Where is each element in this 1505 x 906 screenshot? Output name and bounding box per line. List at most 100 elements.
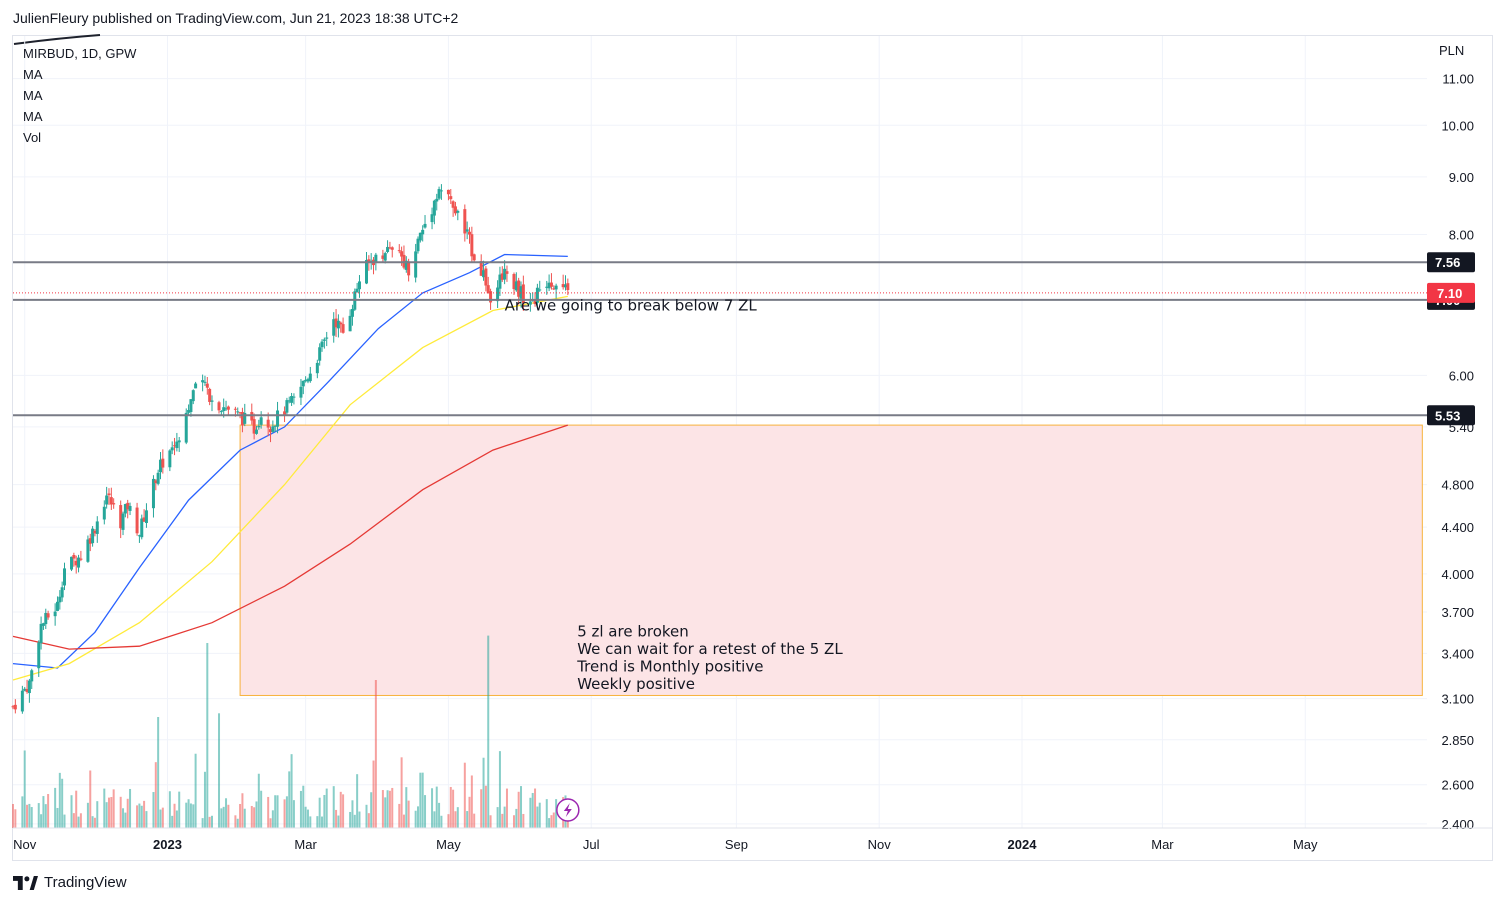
candle-body bbox=[315, 362, 319, 374]
tradingview-logo-icon[interactable] bbox=[13, 875, 38, 890]
candle-body bbox=[489, 291, 493, 303]
candle-body bbox=[446, 189, 450, 195]
volume-bar bbox=[438, 802, 441, 828]
volume-bar bbox=[75, 790, 78, 828]
lightning-icon[interactable] bbox=[556, 798, 580, 822]
symbol-label[interactable]: MIRBUD, 1D, GPW bbox=[23, 46, 137, 61]
volume-bar bbox=[79, 813, 82, 828]
candle-body bbox=[435, 198, 439, 202]
volume-bar bbox=[171, 815, 174, 828]
volume-bar bbox=[388, 790, 391, 828]
candle-body bbox=[37, 642, 41, 669]
indicator-label[interactable]: Vol bbox=[23, 130, 42, 145]
candle-body bbox=[60, 587, 64, 598]
candle-body bbox=[563, 284, 567, 288]
volume-bar bbox=[529, 797, 532, 828]
candle-body bbox=[135, 507, 139, 534]
time-tick-label: Nov bbox=[868, 837, 892, 852]
corner-brush-stroke bbox=[13, 34, 101, 45]
candle-body bbox=[348, 315, 352, 332]
brand-label[interactable]: TradingView bbox=[44, 874, 127, 891]
volume-bar bbox=[332, 786, 335, 828]
candle-body bbox=[257, 425, 261, 428]
volume-bar bbox=[431, 788, 434, 828]
volume-bar bbox=[63, 814, 66, 828]
volume-bar bbox=[381, 790, 384, 828]
volume-bar bbox=[61, 778, 64, 828]
moving-averages bbox=[12, 253, 569, 681]
volume-bar bbox=[534, 788, 537, 828]
volume-bar bbox=[187, 799, 190, 828]
volume-bar bbox=[447, 814, 450, 828]
volume-bar bbox=[337, 815, 340, 828]
horizontal-levels[interactable]: 7.567.005.537.10 bbox=[13, 252, 1475, 426]
volume-bar bbox=[236, 818, 239, 828]
time-tick-label: Mar bbox=[1151, 837, 1174, 852]
volume-bar bbox=[206, 643, 209, 828]
candle-body bbox=[156, 472, 160, 484]
candle-body bbox=[418, 232, 422, 241]
volume-bar bbox=[548, 818, 551, 828]
volume-bar bbox=[342, 794, 345, 828]
volume-bar bbox=[161, 807, 164, 828]
level-price-badge bbox=[1427, 252, 1475, 273]
volume-bar bbox=[140, 805, 143, 828]
price-axis[interactable]: PLN 11.00 10.00 9.00 8.00 6.00 5.40 4.800 4.400 4… bbox=[1439, 43, 1474, 832]
volume-bar bbox=[274, 795, 277, 828]
candle-body bbox=[365, 260, 368, 284]
candle-body bbox=[217, 402, 221, 411]
volume-bar bbox=[267, 796, 270, 828]
candle-body bbox=[290, 396, 294, 403]
candle-body bbox=[55, 601, 59, 611]
indicator-label[interactable]: MA bbox=[23, 88, 43, 103]
volume-bar bbox=[555, 799, 558, 828]
candle-body bbox=[102, 506, 106, 520]
volume-bar bbox=[276, 795, 279, 828]
volume-bar bbox=[318, 797, 321, 828]
candle-body bbox=[432, 200, 436, 216]
price-tick-label: 2.850 bbox=[1441, 733, 1474, 748]
candle-body bbox=[404, 260, 408, 270]
candle-body bbox=[254, 429, 258, 434]
candle-body bbox=[107, 493, 111, 496]
candle-body bbox=[285, 400, 289, 413]
time-axis[interactable]: Nov 2023 Mar May Jul Sep Nov 2024 Mar May bbox=[13, 827, 1493, 852]
volume-bar bbox=[496, 807, 499, 828]
volume-bar bbox=[143, 800, 146, 828]
candle-body bbox=[201, 380, 205, 383]
candle-body bbox=[86, 539, 90, 562]
candle-body bbox=[332, 319, 336, 336]
time-tick-label: 2024 bbox=[1008, 837, 1038, 852]
moving-average-line bbox=[12, 253, 568, 669]
candle-body bbox=[336, 320, 340, 329]
volume-bar bbox=[234, 815, 237, 828]
candle-body bbox=[561, 284, 565, 288]
volume-bar bbox=[208, 816, 211, 828]
volume-bar bbox=[370, 792, 373, 828]
volume-bar bbox=[30, 807, 33, 828]
volume-bar bbox=[129, 788, 132, 828]
candle-body bbox=[128, 505, 132, 511]
volume-bar bbox=[498, 751, 501, 828]
volume-bar bbox=[323, 794, 326, 828]
volume-bar bbox=[122, 808, 125, 828]
volume-bar bbox=[239, 803, 242, 828]
indicator-label[interactable]: MA bbox=[23, 67, 43, 82]
lightning-bolt bbox=[563, 803, 572, 817]
level-price-label: 7.56 bbox=[1435, 255, 1460, 270]
price-tick-label: 3.100 bbox=[1441, 692, 1474, 707]
volume-bar bbox=[260, 790, 263, 828]
volume-bar bbox=[243, 808, 246, 828]
candle-body bbox=[276, 410, 280, 427]
candle-body bbox=[456, 210, 460, 213]
moving-average-line bbox=[12, 295, 568, 681]
volume-bar bbox=[227, 804, 230, 828]
volume-bar bbox=[566, 816, 569, 828]
candle-body bbox=[25, 689, 29, 692]
candle-body bbox=[58, 596, 62, 603]
annotation-text: Weekly positive bbox=[577, 675, 695, 693]
candle-body bbox=[63, 568, 67, 586]
volume-bar bbox=[185, 802, 188, 828]
indicator-label[interactable]: MA bbox=[23, 109, 43, 124]
